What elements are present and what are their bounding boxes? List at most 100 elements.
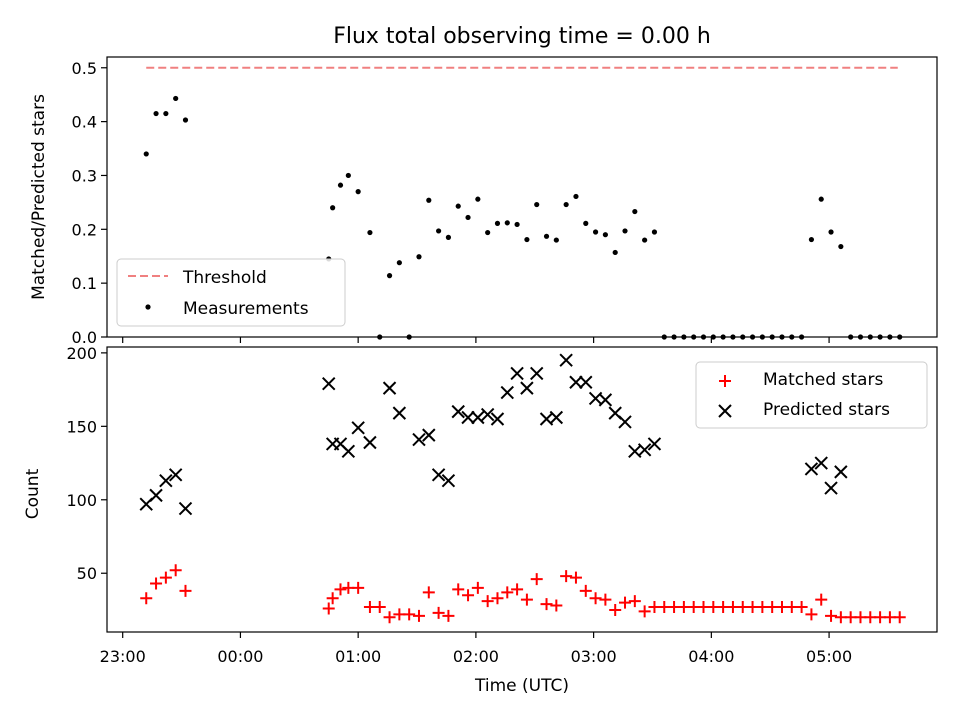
measurement-point [173,95,179,102]
matched-star-point [520,593,533,606]
predicted-star-point [480,407,495,422]
predicted-star-point [520,381,534,395]
matched-star-point [560,570,573,583]
legend-threshold-label: Threshold [182,268,267,288]
matched-star-point [540,598,553,611]
predicted-star-point [441,473,456,488]
y-tick-label: 200 [66,344,97,363]
matched-star-point [442,609,455,622]
predicted-star-point [549,410,564,425]
measurement-point [808,236,815,243]
predicted-star-point [618,415,632,429]
x-tick-label: 03:00 [571,647,617,666]
matched-star-point [511,583,524,596]
matched-star-point [628,595,641,608]
measurement-point [367,229,373,236]
legend-matched-swatch [719,375,731,387]
measurement-point [355,189,361,195]
predicted-star-point [834,465,848,479]
measurement-point [838,243,844,250]
matched-star-point [179,584,192,597]
y-tick-label: 0.2 [72,220,97,239]
predicted-star-point [159,473,173,488]
predicted-star-point [598,393,613,407]
predicted-star-point [422,428,436,442]
predicted-star-point [647,437,662,451]
matched-star-point [825,609,838,622]
matched-star-point [422,586,435,599]
measurement-point [504,220,510,226]
measurement-point [445,234,452,240]
matched-star-point [150,577,163,590]
x-tick-label: 05:00 [806,647,852,666]
measurement-point [818,196,824,202]
y-tick-label: 100 [66,491,97,510]
y-tick-label: 0.4 [72,113,97,132]
measurement-point [426,197,432,203]
top-panel-x-ticks [122,337,830,343]
measurement-point [534,201,540,208]
predicted-star-point [500,385,514,400]
matched-star-point [159,571,172,584]
top-panel: 0.0 0.1 0.2 0.3 0.4 0.5 Matched/Predicted sta… [29,56,938,347]
measurement-point [485,229,491,236]
predicted-star-point [392,406,407,420]
bottom-panel-y-ticks: 50 100 150 200 [66,344,107,583]
predicted-star-point [451,404,465,419]
matched-star-point [452,583,465,596]
measurement-point [396,260,402,266]
matched-star-point [471,581,484,594]
x-tick-label: 04:00 [688,647,734,666]
measurement-point [583,220,589,226]
top-panel-legend: Threshold Measurements [116,258,346,327]
predicted-star-point [363,435,377,450]
predicted-star-point [559,353,573,367]
measurement-point [143,151,149,157]
measurement-point [416,254,422,260]
matched-star-point [334,583,347,596]
y-tick-label: 0.0 [72,328,97,347]
predicted-star-point [382,381,397,395]
legend-matched-label: Matched stars [763,370,883,390]
measurement-point [651,229,658,235]
matched-star-point [579,584,592,597]
x-axis-label: Time (UTC) [474,676,569,696]
predicted-star-point [471,410,485,425]
measurement-point [553,237,559,243]
measurement-point [592,229,599,235]
legend-predicted-label: Predicted stars [763,400,890,420]
predicted-star-point [814,456,828,470]
legend-predicted-swatch [718,404,732,418]
legend-frame [116,258,346,327]
measurement-point [455,203,461,209]
x-tick-label: 00:00 [217,647,263,666]
predicted-star-point [569,375,583,389]
top-panel-y-label: Matched/Predicted stars [29,94,49,300]
predicted-star-point [804,462,819,476]
measurement-point [436,228,442,234]
matched-star-point [491,592,504,605]
measurement-point [494,220,501,226]
matched-star-point [550,599,563,612]
measurement-point [602,232,608,238]
matched-star-point [432,606,445,619]
matched-star-point [352,581,365,594]
x-tick-label: 02:00 [453,647,499,666]
predicted-star-point [178,501,193,516]
bottom-panel: 50 100 150 200 23:00 00:00 01:00 02:00 03:00 04:… [23,344,938,696]
measurement-point [330,205,336,211]
predicted-star-point [341,444,356,459]
measurement-point [337,182,344,188]
predicted-star-point [149,488,163,503]
measurement-point [163,110,169,117]
matched-star-point [589,592,602,605]
predicted-star-point [431,468,446,482]
legend-measurements-label: Measurements [183,299,309,319]
y-tick-label: 0.3 [72,166,97,185]
matched-star-point [169,564,182,577]
y-tick-label: 0.1 [72,274,97,293]
matched-star-point [638,605,651,618]
measurement-point [153,110,159,117]
measurement-point [386,273,393,279]
